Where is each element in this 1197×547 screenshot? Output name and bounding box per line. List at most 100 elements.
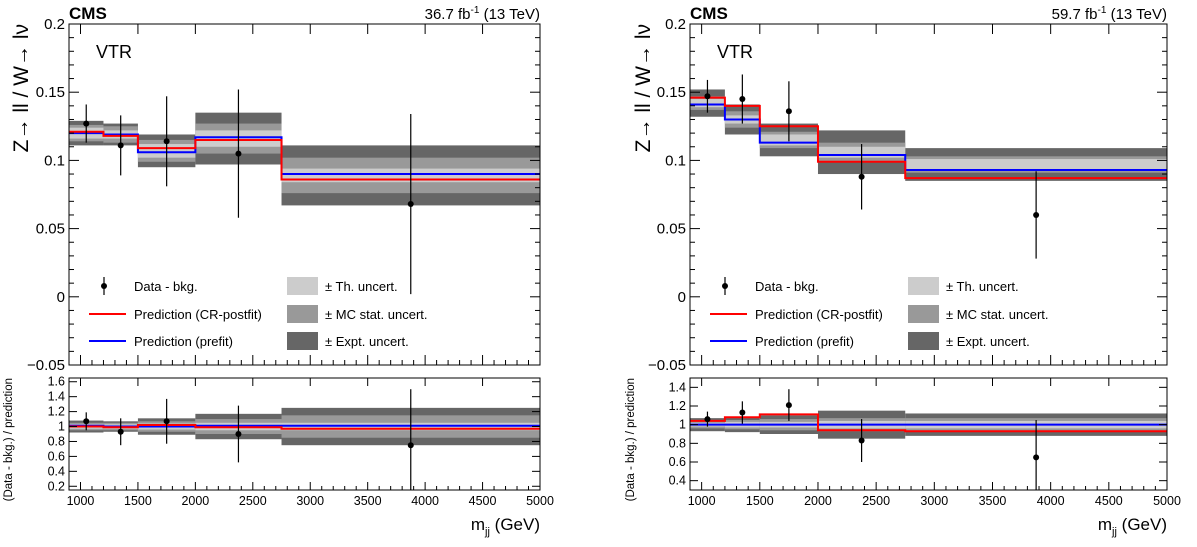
legend: Data - bkg. Prediction (CR-postfit) Predic… — [710, 277, 1049, 350]
data-point — [164, 138, 170, 144]
legend-data-marker — [722, 283, 728, 289]
data-point — [859, 174, 865, 180]
ratio-y-tick-label: 1.6 — [48, 375, 65, 389]
legend-th-label: ± Th. uncert. — [325, 279, 398, 294]
x-tick-label: 4000 — [411, 494, 439, 508]
ratio-data-point — [83, 418, 89, 424]
x-tick-label: 3500 — [979, 494, 1007, 508]
x-axis-title-m: m — [1098, 515, 1112, 534]
legend-th-swatch — [908, 277, 939, 295]
y-tick-label: 0.15 — [36, 84, 65, 101]
y-tick-label: −0.05 — [648, 357, 686, 374]
th-uncertainty-band — [905, 159, 1167, 170]
y-tick-label: −0.05 — [27, 357, 65, 374]
luminosity-energy: (13 TeV) — [1106, 6, 1167, 23]
x-axis-title-unit: (GeV) — [1117, 515, 1167, 534]
x-tick-label: 5000 — [1153, 494, 1181, 508]
legend-th-swatch — [287, 277, 318, 295]
luminosity-value: 36.7 fb — [425, 6, 471, 23]
y-tick-label: 0.2 — [44, 16, 65, 33]
ratio-data-point — [118, 429, 124, 435]
legend-expt-label: ± Expt. uncert. — [325, 334, 409, 349]
legend-mcstat-label: ± MC stat. uncert. — [946, 307, 1049, 322]
y-tick-label: 0.1 — [44, 152, 65, 169]
x-axis-title: mjj (GeV) — [471, 515, 540, 538]
ratio-y-tick-label: 1.4 — [669, 380, 686, 394]
cms-label: CMS — [690, 4, 728, 23]
cms-label: CMS — [69, 4, 107, 23]
ratio-y-tick-label: 1.2 — [48, 405, 65, 419]
y-tick-label: 0.05 — [657, 221, 686, 238]
ratio-data-point — [164, 418, 170, 424]
x-tick-label: 2500 — [239, 494, 267, 508]
x-tick-label: 1000 — [67, 494, 95, 508]
ratio-y-tick-label: 1 — [58, 420, 65, 434]
legend-prefit-label: Prediction (prefit) — [755, 334, 854, 349]
y-tick-label: 0.1 — [665, 152, 686, 169]
ratio-data-point — [1033, 454, 1039, 460]
x-tick-label: 4000 — [1037, 494, 1065, 508]
luminosity-label: 36.7 fb-1 (13 TeV) — [425, 5, 540, 23]
x-tick-label: 1500 — [124, 494, 152, 508]
ratio-y-axis-title: (Data - bkg.) / prediction — [3, 378, 15, 501]
ratio-data-point — [235, 431, 241, 437]
category-label: VTR — [96, 42, 132, 62]
legend: Data - bkg. Prediction (CR-postfit) Predic… — [89, 277, 428, 350]
ratio-y-tick-label: 0.8 — [48, 434, 65, 448]
legend-expt-swatch — [287, 332, 318, 350]
x-tick-label: 2000 — [181, 494, 209, 508]
panel-1: −0.0500.050.10.150.20.20.40.60.811.21.41… — [3, 4, 554, 538]
data-point — [704, 93, 710, 99]
ratio-data-point — [859, 438, 865, 444]
luminosity-value: 59.7 fb — [1052, 6, 1098, 23]
x-tick-label: 2500 — [862, 494, 890, 508]
legend-expt-swatch — [908, 332, 939, 350]
legend-postfit-label: Prediction (CR-postfit) — [134, 307, 262, 322]
data-point — [739, 96, 745, 102]
ratio-y-tick-label: 1.4 — [48, 390, 65, 404]
x-tick-label: 1000 — [688, 494, 716, 508]
legend-th-label: ± Th. uncert. — [946, 279, 1019, 294]
y-tick-label: 0.2 — [665, 16, 686, 33]
ratio-y-tick-label: 0.6 — [48, 449, 65, 463]
ratio-y-tick-label: 0.6 — [669, 455, 686, 469]
x-axis-title-unit: (GeV) — [490, 515, 540, 534]
luminosity-energy: (13 TeV) — [479, 6, 540, 23]
ratio-data-point — [408, 442, 414, 448]
y-axis-title: Z→ ll / W→ lν — [10, 24, 33, 152]
legend-data-marker — [101, 283, 107, 289]
ratio-y-tick-label: 0.2 — [48, 479, 65, 493]
ratio-y-tick-label: 0.4 — [48, 464, 65, 478]
x-tick-label: 1500 — [746, 494, 774, 508]
x-tick-label: 3000 — [920, 494, 948, 508]
ratio-y-tick-label: 1.2 — [669, 399, 686, 413]
x-tick-label: 4500 — [1095, 494, 1123, 508]
x-tick-label: 2000 — [804, 494, 832, 508]
y-tick-label: 0.05 — [36, 221, 65, 238]
ratio-y-tick-label: 0.8 — [669, 436, 686, 450]
legend-prefit-label: Prediction (prefit) — [134, 334, 233, 349]
luminosity-label: 59.7 fb-1 (13 TeV) — [1052, 5, 1167, 23]
legend-mcstat-swatch — [908, 305, 939, 323]
legend-mcstat-swatch — [287, 305, 318, 323]
ratio-data-point — [739, 410, 745, 416]
x-tick-label: 5000 — [526, 494, 554, 508]
data-point — [1033, 212, 1039, 218]
legend-mcstat-label: ± MC stat. uncert. — [325, 307, 428, 322]
ratio-y-axis-title: (Data - bkg.) / prediction — [625, 378, 637, 501]
data-point — [786, 108, 792, 114]
ratio-y-tick-label: 0.4 — [669, 474, 686, 488]
data-point — [118, 142, 124, 148]
ratio-y-tick-label: 1 — [679, 418, 686, 432]
ratio-data-point — [786, 402, 792, 408]
legend-expt-label: ± Expt. uncert. — [946, 334, 1030, 349]
x-tick-label: 3000 — [296, 494, 324, 508]
legend-data-label: Data - bkg. — [755, 279, 819, 294]
data-point — [235, 151, 241, 157]
x-tick-label: 4500 — [469, 494, 497, 508]
legend-data-label: Data - bkg. — [134, 279, 198, 294]
data-point — [83, 121, 89, 127]
panel-2: −0.05 0 0.05 0.1 0.15 0.2 0.4 0.6 0.8 1 1.2 1.4 1000… — [625, 4, 1181, 538]
ratio-data-point — [704, 416, 710, 422]
